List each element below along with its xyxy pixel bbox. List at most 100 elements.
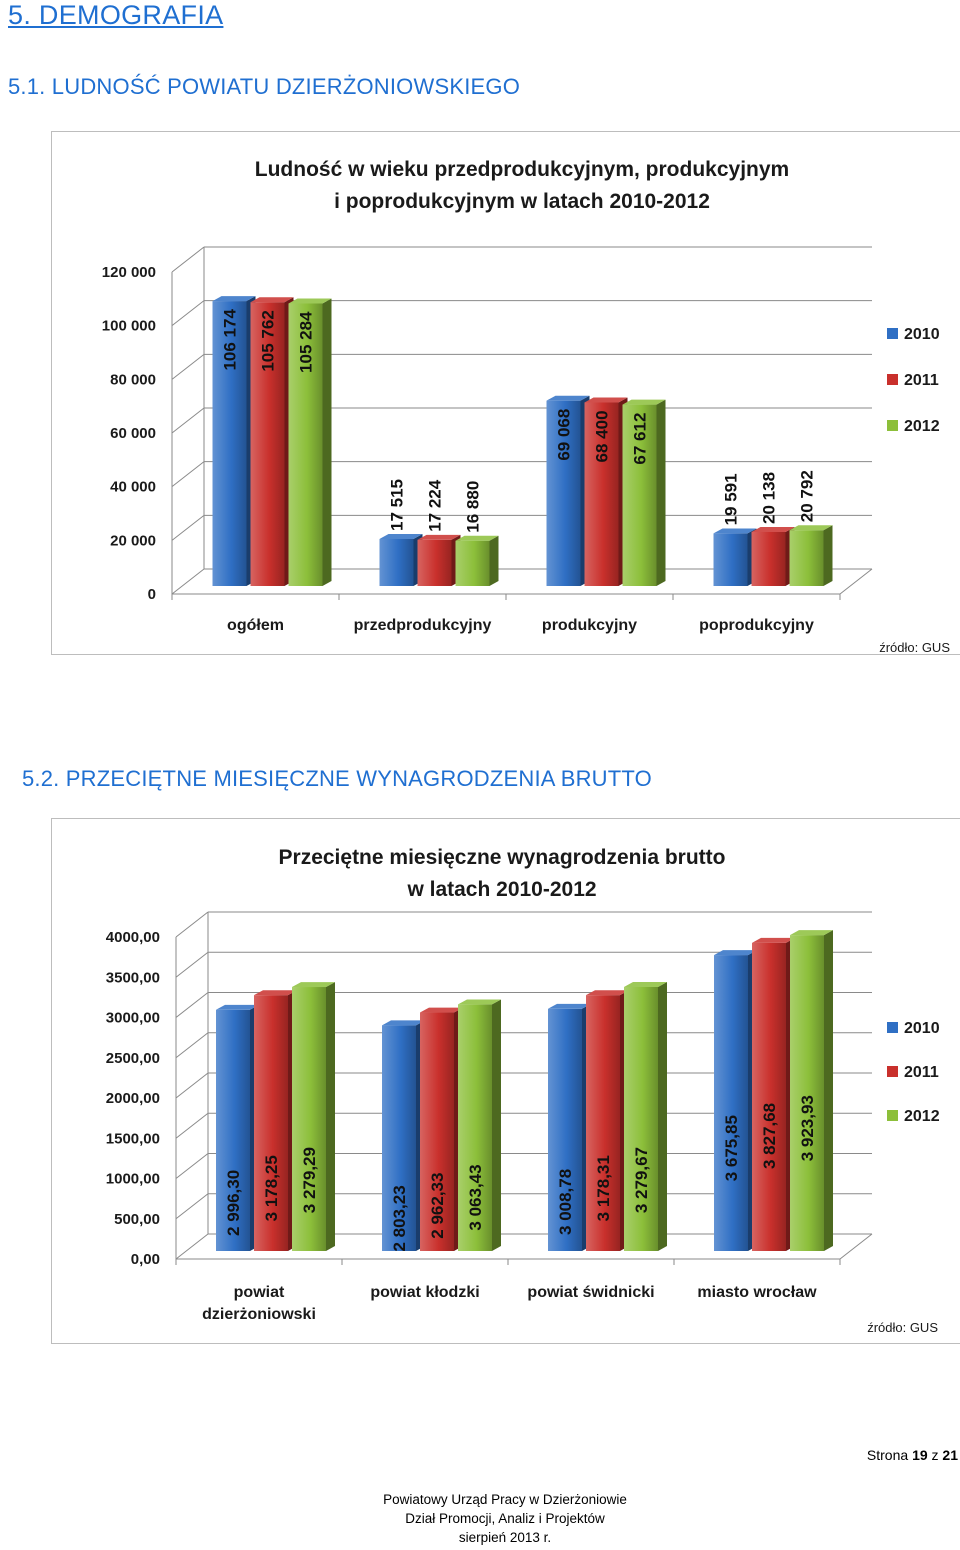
- legend-label: 2010: [904, 1020, 940, 1037]
- legend-label: 2010: [904, 326, 940, 343]
- bar-side-2012: [492, 999, 501, 1251]
- bar-top-2010: [714, 950, 757, 956]
- floor-edge: [839, 568, 873, 595]
- legend-label: 2012: [904, 1108, 940, 1125]
- category-label: powiat świdnicki: [527, 1284, 654, 1301]
- data-label: 105 762: [259, 310, 278, 371]
- chart-title-line: Ludność w wieku przedprodukcyjnym, produ…: [255, 158, 789, 181]
- bar-top-2012: [288, 298, 332, 304]
- category-label: dzierżoniowski: [202, 1306, 316, 1323]
- population-chart-svg: Ludność w wieku przedprodukcyjnym, produ…: [102, 158, 951, 655]
- y-tick-label: 20 000: [110, 532, 156, 549]
- bar-2010: [212, 301, 247, 586]
- bar-side-2012: [322, 298, 332, 586]
- data-label: 3 923,93: [798, 1095, 817, 1161]
- data-label: 106 174: [221, 309, 240, 371]
- data-label: 2 962,33: [428, 1173, 447, 1239]
- bar-2012: [455, 540, 490, 586]
- salary-chart-svg: Przeciętne miesięczne wynagrodzenia brut…: [106, 846, 940, 1335]
- chart-title-line: w latach 2010-2012: [406, 878, 596, 901]
- section-title-salary: 5.2. PRZECIĘTNE MIESIĘCZNE WYNAGRODZENIA…: [22, 766, 652, 791]
- bar-top-2012: [458, 999, 501, 1005]
- bar-top-2010: [548, 1003, 591, 1009]
- bar-2012: [288, 303, 323, 586]
- data-label: 67 612: [631, 413, 650, 465]
- category-label: ogółem: [227, 617, 284, 634]
- bar-top-2012: [292, 982, 335, 988]
- bar-top-2012: [455, 535, 499, 541]
- bar-side-2012: [326, 982, 335, 1251]
- salary-chart: Przeciętne miesięczne wynagrodzenia brut…: [51, 818, 960, 1344]
- data-label: 69 068: [555, 409, 574, 461]
- bar-side-2012: [823, 525, 833, 586]
- data-label: 3 675,85: [722, 1115, 741, 1181]
- bar-2011: [417, 539, 452, 586]
- population-chart: Ludność w wieku przedprodukcyjnym, produ…: [51, 131, 960, 655]
- bar-top-2011: [420, 1007, 463, 1013]
- data-label: 68 400: [593, 410, 612, 462]
- data-label: 3 279,29: [300, 1147, 319, 1213]
- grid-depth-line: [175, 1153, 209, 1179]
- grid-depth-line: [171, 300, 205, 327]
- bar-2011: [254, 995, 288, 1251]
- bar-2012: [622, 404, 657, 586]
- y-tick-label: 2000,00: [106, 1090, 160, 1107]
- bar-top-2010: [382, 1020, 425, 1026]
- chart-title-line: Przeciętne miesięczne wynagrodzenia brut…: [279, 846, 726, 869]
- data-label: 17 224: [426, 479, 445, 532]
- chart-title-line: i poprodukcyjnym w latach 2010-2012: [334, 190, 710, 213]
- bar-side-2012: [824, 930, 833, 1251]
- grid-depth-line: [175, 1032, 209, 1059]
- y-tick-label: 100 000: [102, 318, 156, 335]
- y-tick-label: 1500,00: [106, 1130, 160, 1147]
- bar-side-2012: [489, 535, 499, 586]
- bar-2011: [420, 1012, 454, 1251]
- grid-depth-line: [175, 1233, 209, 1260]
- category-label: powiat kłodzki: [370, 1284, 479, 1301]
- category-label: poprodukcyjny: [699, 617, 814, 634]
- bar-top-2011: [751, 527, 795, 532]
- data-label: 17 515: [388, 479, 407, 531]
- footer-line-3: sierpień 2013 r.: [458, 1530, 552, 1545]
- y-tick-label: 60 000: [110, 425, 156, 442]
- category-label: przedprodukcyjny: [354, 617, 492, 634]
- bar-2011: [586, 995, 620, 1251]
- data-label: 2 996,30: [224, 1170, 243, 1236]
- bar-2012: [790, 935, 824, 1251]
- legend-swatch-2010: [887, 1022, 898, 1033]
- y-tick-label: 4000,00: [106, 929, 160, 946]
- section-title-population: 5.1. LUDNOŚĆ POWIATU DZIERŻONIOWSKIEGO: [8, 74, 521, 99]
- bar-2010: [713, 533, 748, 586]
- bar-2010: [546, 400, 581, 586]
- footer-line-2: Dział Promocji, Analiz i Projektów: [405, 1511, 605, 1526]
- grid-depth-line: [175, 911, 209, 938]
- data-label: 3 178,25: [262, 1155, 281, 1221]
- bar-top-2010: [546, 395, 590, 401]
- grid-depth-line: [171, 514, 205, 541]
- bar-2011: [752, 942, 786, 1251]
- grid-depth-line: [171, 568, 205, 595]
- bar-2010: [216, 1009, 250, 1251]
- page-number-of: z: [931, 1447, 939, 1463]
- bar-top-2010: [379, 534, 423, 540]
- bar-side-2012: [656, 399, 666, 586]
- bar-2011: [584, 402, 619, 586]
- page-number-label: Strona: [866, 1447, 909, 1463]
- bar-2010: [382, 1025, 416, 1251]
- category-label: powiat: [234, 1284, 285, 1301]
- bar-2012: [292, 987, 326, 1251]
- bar-top-2010: [212, 296, 256, 302]
- y-tick-label: 0,00: [131, 1251, 160, 1268]
- category-label: produkcyjny: [542, 617, 637, 634]
- grid-depth-line: [171, 461, 205, 488]
- legend-swatch-2012: [887, 1110, 898, 1121]
- bar-top-2012: [622, 399, 666, 405]
- bar-top-2011: [586, 990, 629, 996]
- y-tick-label: 500,00: [114, 1211, 160, 1228]
- data-label: 3 178,31: [594, 1155, 613, 1221]
- y-tick-label: 3000,00: [106, 1010, 160, 1027]
- floor-edge: [839, 1233, 873, 1260]
- y-tick-label: 120 000: [102, 264, 156, 281]
- page-number-total: 21: [942, 1447, 958, 1463]
- bar-side-2012: [658, 982, 667, 1251]
